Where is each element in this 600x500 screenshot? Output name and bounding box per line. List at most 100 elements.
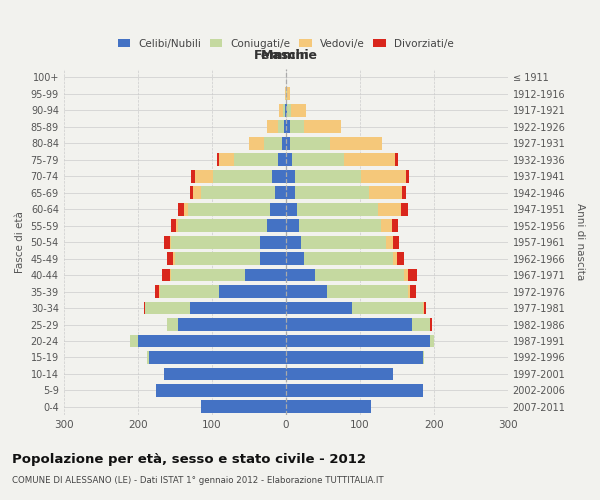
Bar (299, 219, 380, 232)
Bar (164, 236, 170, 248)
Bar (286, 104, 287, 117)
Bar (272, 170, 286, 182)
Bar (144, 302, 145, 314)
Bar (268, 219, 286, 232)
Bar (286, 236, 301, 248)
Bar (423, 351, 424, 364)
Text: COMUNE DI ALESSANO (LE) - Dati ISTAT 1° gennaio 2012 - Elaborazione TUTTITALIA.I: COMUNE DI ALESSANO (LE) - Dati ISTAT 1° … (12, 476, 383, 485)
Bar (195, 170, 213, 182)
Bar (160, 285, 219, 298)
Bar (286, 318, 412, 331)
Bar (190, 302, 286, 314)
Bar (217, 154, 219, 166)
Bar (397, 252, 404, 265)
Legend: Celibi/Nubili, Coniugati/e, Vedovi/e, Divorziati/e: Celibi/Nubili, Coniugati/e, Vedovi/e, Di… (114, 34, 458, 53)
Bar (249, 137, 263, 149)
Bar (284, 120, 286, 133)
Bar (423, 302, 424, 314)
Bar (193, 186, 201, 199)
Bar (406, 170, 409, 182)
Bar (201, 400, 286, 413)
Bar (156, 384, 286, 397)
Bar (291, 104, 306, 117)
Text: Maschi: Maschi (261, 49, 310, 62)
Bar (316, 268, 404, 281)
Bar (148, 351, 149, 364)
Bar (287, 104, 291, 117)
Text: Femmine: Femmine (254, 49, 319, 62)
Bar (171, 236, 260, 248)
Bar (286, 120, 290, 133)
Bar (286, 170, 295, 182)
Bar (176, 219, 178, 232)
Y-axis label: Fasce di età: Fasce di età (15, 211, 25, 273)
Bar (285, 88, 286, 100)
Bar (173, 252, 175, 265)
Bar (286, 202, 297, 215)
Bar (162, 268, 170, 281)
Bar (304, 120, 341, 133)
Bar (213, 170, 272, 182)
Bar (326, 285, 408, 298)
Bar (286, 384, 423, 397)
Bar (130, 334, 138, 347)
Bar (430, 334, 434, 347)
Bar (408, 285, 410, 298)
Bar (178, 202, 184, 215)
Bar (178, 318, 286, 331)
Bar (286, 285, 326, 298)
Bar (158, 285, 160, 298)
Bar (164, 368, 286, 380)
Bar (408, 268, 417, 281)
Bar (275, 186, 286, 199)
Bar (260, 236, 286, 248)
Bar (219, 285, 286, 298)
Bar (295, 186, 368, 199)
Bar (430, 318, 431, 331)
Bar (219, 154, 234, 166)
Bar (301, 236, 386, 248)
Bar (234, 154, 278, 166)
Bar (170, 268, 171, 281)
Bar (286, 368, 393, 380)
Bar (286, 351, 423, 364)
Bar (285, 104, 286, 117)
Bar (286, 268, 316, 281)
Bar (424, 302, 427, 314)
Bar (395, 154, 398, 166)
Bar (145, 302, 190, 314)
Bar (361, 170, 406, 182)
Bar (171, 268, 245, 281)
Bar (188, 202, 269, 215)
Bar (392, 219, 398, 232)
Bar (282, 137, 286, 149)
Bar (175, 252, 260, 265)
Bar (286, 334, 430, 347)
Bar (287, 88, 290, 100)
Bar (170, 236, 171, 248)
Bar (279, 104, 283, 117)
Bar (393, 236, 399, 248)
Bar (380, 219, 392, 232)
Bar (278, 154, 286, 166)
Bar (191, 170, 195, 182)
Bar (286, 400, 371, 413)
Bar (286, 137, 290, 149)
Bar (410, 285, 416, 298)
Bar (286, 219, 299, 232)
Bar (386, 236, 393, 248)
Bar (295, 170, 361, 182)
Bar (263, 137, 282, 149)
Bar (184, 202, 188, 215)
Bar (401, 202, 408, 215)
Bar (379, 202, 401, 215)
Bar (286, 302, 352, 314)
Bar (290, 137, 330, 149)
Bar (368, 186, 402, 199)
Bar (352, 302, 423, 314)
Bar (269, 202, 286, 215)
Bar (283, 104, 285, 117)
Bar (155, 285, 158, 298)
Bar (286, 252, 304, 265)
Bar (412, 318, 430, 331)
